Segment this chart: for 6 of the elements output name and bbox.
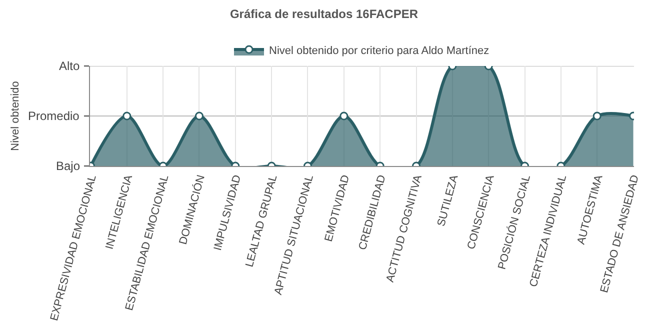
y-axis-title: Nivel obtenido: [10, 81, 22, 151]
text: Promedio: [28, 109, 80, 123]
text: Bajo: [56, 159, 80, 173]
chart-title: Gráfica de resultados 16FACPER: [230, 7, 418, 22]
legend-label: Nivel obtenido por criterio para Aldo Martínez: [269, 44, 490, 57]
text: Alto: [59, 59, 80, 73]
